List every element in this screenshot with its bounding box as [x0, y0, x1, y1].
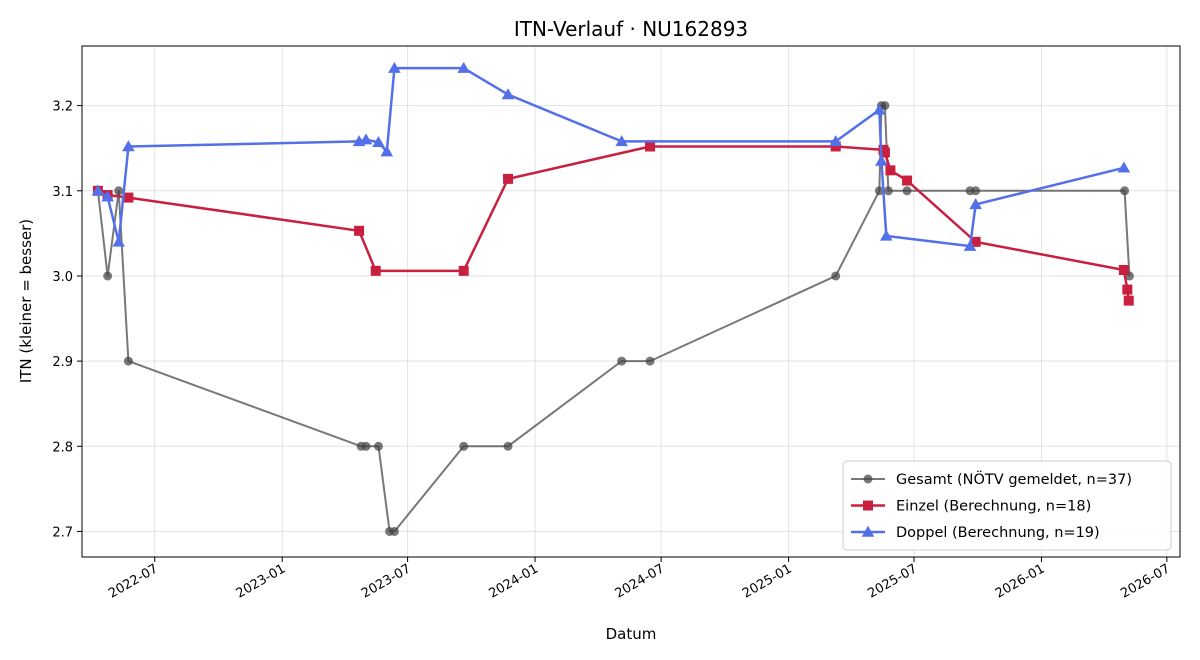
y-tick-label: 3.1 [52, 185, 73, 200]
x-axis-label: Datum [606, 625, 657, 643]
data-point [1120, 186, 1130, 196]
y-tick-label: 3.0 [52, 270, 73, 285]
legend-label: Einzel (Berechnung, n=18) [896, 499, 1091, 515]
data-point [829, 135, 843, 147]
data-point [645, 356, 655, 366]
data-point [114, 186, 124, 196]
data-point [457, 61, 471, 73]
data-point [883, 186, 893, 196]
series-layer [91, 61, 1134, 536]
data-point [971, 186, 981, 196]
data-point [361, 441, 371, 451]
data-point [501, 88, 515, 100]
data-point [370, 265, 381, 276]
chart-title: ITN-Verlauf · NU162893 [514, 17, 748, 41]
legend-entry: Gesamt (NÖTV gemeldet, n=37) [851, 470, 1132, 488]
data-point [359, 133, 373, 145]
data-point [101, 190, 114, 202]
data-point [123, 356, 133, 366]
legend: Gesamt (NÖTV gemeldet, n=37) Einzel (Bere… [842, 460, 1172, 551]
y-tick-label: 2.9 [52, 355, 73, 370]
data-point [830, 141, 841, 152]
data-point [969, 198, 982, 210]
data-point [615, 135, 628, 147]
data-point [389, 526, 399, 536]
series-circle-group [93, 101, 1134, 536]
data-point [1118, 264, 1129, 275]
data-point [388, 61, 401, 73]
data-point [503, 441, 513, 451]
data-point [458, 265, 469, 276]
data-point [1117, 161, 1131, 173]
data-point [1123, 295, 1134, 306]
data-point [885, 165, 896, 176]
data-point [902, 175, 913, 186]
data-point [875, 154, 888, 166]
y-tick-label: 3.2 [52, 100, 73, 115]
legend-entries: Gesamt (NÖTV gemeldet, n=37) Einzel (Bere… [851, 470, 1132, 541]
legend-entry: Einzel (Berechnung, n=18) [851, 499, 1091, 515]
data-point [963, 239, 977, 251]
legend-box [842, 460, 1172, 551]
y-tick-label: 2.7 [52, 525, 73, 540]
data-point [873, 103, 886, 115]
data-point [503, 173, 514, 184]
data-point [1122, 284, 1133, 295]
legend-marker [861, 525, 875, 537]
data-point [879, 147, 890, 158]
data-point [617, 356, 627, 366]
data-point [91, 184, 105, 196]
legend-entry: Doppel (Berechnung, n=19) [851, 525, 1100, 541]
data-point [380, 145, 394, 157]
plot-frame [81, 45, 1181, 558]
legend-marker [863, 500, 873, 511]
y-tick-label: 2.8 [52, 440, 73, 455]
series-triangle-group [91, 61, 1131, 251]
legend-label: Gesamt (NÖTV gemeldet, n=37) [896, 470, 1132, 488]
data-point [372, 135, 385, 147]
data-point [354, 225, 365, 236]
legend-label: Doppel (Berechnung, n=19) [896, 525, 1100, 541]
legend-marker [863, 474, 873, 484]
data-point [123, 192, 134, 203]
data-point [373, 441, 383, 451]
data-point [459, 441, 469, 451]
data-point [874, 186, 884, 196]
data-point [902, 186, 912, 196]
data-point [880, 101, 890, 111]
data-point [879, 229, 893, 241]
data-point [122, 140, 135, 152]
data-point [970, 236, 981, 247]
data-point [645, 141, 656, 152]
y-axis-label: ITN (kleiner = besser) [17, 219, 35, 383]
data-point [112, 235, 126, 247]
data-point [103, 271, 113, 281]
data-point [831, 271, 841, 281]
